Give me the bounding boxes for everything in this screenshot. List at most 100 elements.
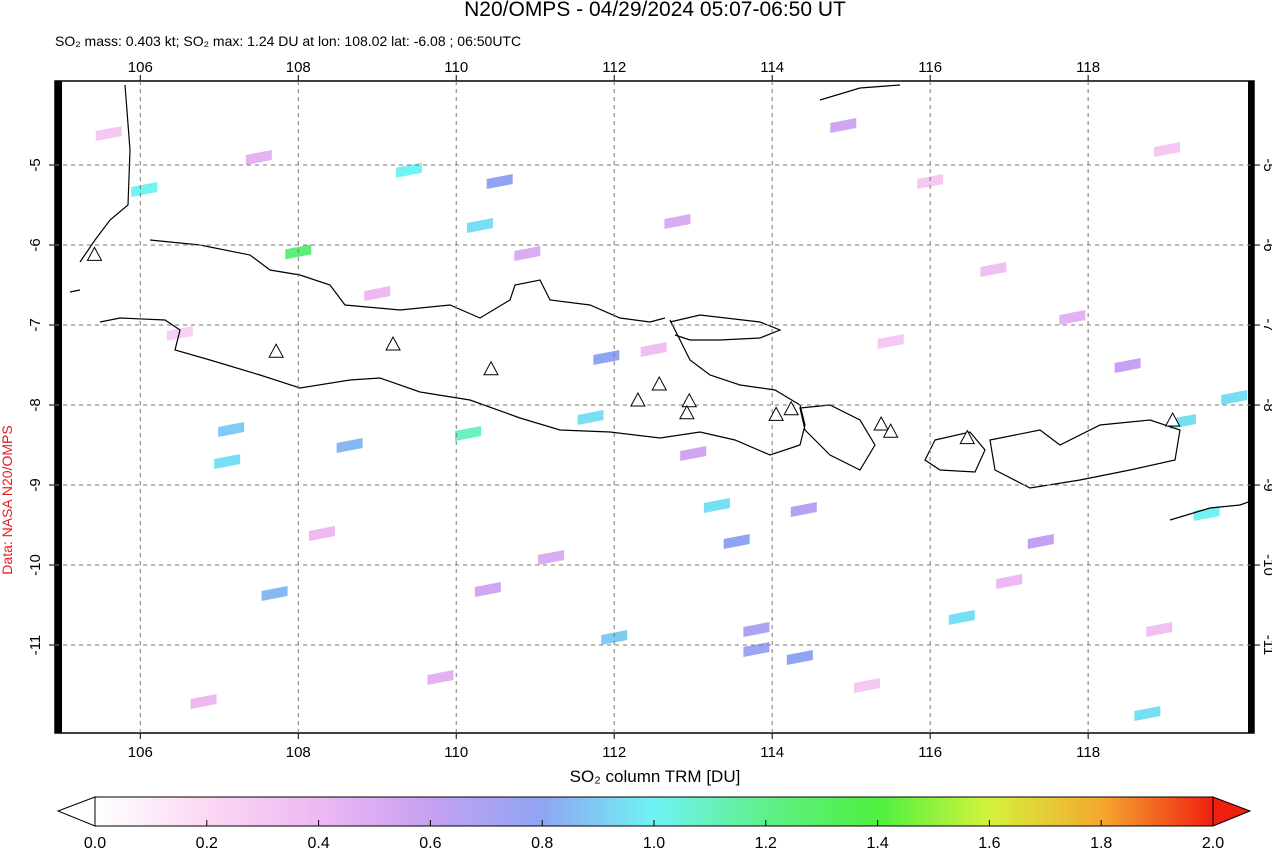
y-tick-label: -9 [1260, 478, 1272, 491]
volcano [86, 246, 103, 261]
colorbar-tick-label: 0.8 [531, 835, 553, 852]
so2-pixel [948, 610, 975, 625]
map-area [95, 118, 1248, 721]
volcano [679, 404, 695, 420]
y-tick-label: -6 [27, 238, 44, 251]
volcano [681, 392, 698, 408]
so2-pixel [1114, 358, 1141, 373]
colorbar-tick-label: 0.4 [307, 835, 329, 852]
so2-pixel [190, 694, 217, 709]
frame-bar [1248, 81, 1254, 733]
so2-pixel [95, 126, 122, 141]
so2-pixel [466, 218, 493, 233]
so2-pixel [308, 526, 335, 541]
so2-pixel [514, 246, 541, 261]
so2-pixel [877, 334, 904, 349]
so2-pixel [486, 174, 513, 189]
so2-pixel [131, 182, 158, 197]
y-tick-label: -8 [27, 398, 44, 411]
y-tick-label: -8 [1260, 398, 1272, 411]
colorbar-tick-label: 0.2 [196, 835, 218, 852]
so2-pixel [427, 670, 454, 685]
so2-pixel [980, 262, 1007, 277]
y-tick-label: -11 [1260, 635, 1272, 656]
so2-pixel [1154, 142, 1181, 157]
so2-pixel [261, 586, 288, 601]
so2-pixel [786, 650, 813, 665]
x-tick-label: 112 [602, 59, 626, 76]
x-tick-label: 114 [760, 59, 784, 76]
so2-pixel [218, 422, 245, 437]
y-tick-label: -11 [27, 635, 44, 656]
x-tick-label: 116 [918, 744, 942, 761]
frame-bar [55, 81, 62, 733]
colorbar-tick-label: 1.0 [643, 835, 665, 852]
y-tick-label: -7 [27, 318, 44, 331]
y-tick-label: -5 [27, 158, 44, 171]
x-tick-label: 118 [1076, 744, 1100, 761]
so2-pixel [1146, 622, 1173, 637]
so2-pixel [1134, 706, 1161, 721]
x-tick-label: 110 [444, 744, 468, 761]
so2-pixel [395, 162, 422, 178]
x-tick-label: 108 [286, 744, 311, 761]
so2-pixel [364, 286, 391, 301]
x-tick-label: 106 [128, 744, 153, 761]
volcano [873, 415, 890, 431]
coastline [69, 84, 1254, 521]
so2-pixel [577, 410, 604, 425]
x-tick-label: 110 [444, 59, 468, 76]
so2-pixel [214, 454, 241, 469]
volcano [783, 400, 799, 416]
credit: Data: NASA N20/OMPS [0, 425, 15, 574]
volcano [268, 343, 284, 358]
so2-pixel [830, 118, 857, 133]
so2-pixel [743, 642, 770, 657]
so2-pixel [723, 534, 750, 549]
colorbar-tick-label: 1.8 [1090, 835, 1112, 852]
volcano [768, 406, 784, 421]
so2-pixel [853, 678, 880, 693]
volcano [385, 335, 401, 351]
so2-pixel [336, 438, 363, 453]
colorbar-tick-label: 0.6 [419, 835, 441, 852]
chart-title: N20/OMPS - 04/29/2024 05:07-06:50 UT [464, 0, 846, 21]
coastlines [69, 84, 1254, 521]
y-tick-label: -10 [27, 554, 44, 576]
subtitle: SO₂ mass: 0.403 kt; SO₂ max: 1.24 DU at … [55, 33, 521, 49]
so2-pixel [680, 446, 707, 461]
x-tick-label: 116 [918, 59, 942, 76]
x-tick-label: 108 [286, 59, 311, 76]
x-tick-label: 106 [128, 59, 153, 76]
volcano [1164, 411, 1181, 427]
so2-pixel [474, 582, 501, 597]
colorbar-tick-label: 1.4 [866, 835, 888, 852]
x-tick-label: 112 [602, 744, 626, 761]
volcano [651, 375, 668, 391]
so2-pixel [743, 622, 770, 637]
so2-pixel [1221, 390, 1248, 405]
x-tick-label: 114 [760, 744, 784, 761]
y-tick-label: -7 [1260, 318, 1272, 331]
so2-pixel [790, 502, 817, 517]
colorbar-tick-label: 1.6 [978, 835, 1000, 852]
so2-pixel [245, 150, 272, 165]
y-tick-label: -10 [1260, 554, 1272, 576]
volcano [882, 423, 899, 438]
colorbar-label: SO₂ column TRM [DU] [570, 767, 741, 786]
volcano [959, 429, 976, 445]
so2-pixel [664, 214, 691, 229]
so2-pixel [996, 574, 1023, 589]
so2-pixel [1193, 506, 1220, 521]
so2-pixel [640, 342, 667, 357]
so2-pixel [1059, 310, 1086, 325]
so2-pixel [1027, 534, 1054, 549]
y-tick-label: -6 [1260, 238, 1272, 251]
volcano [630, 391, 646, 407]
colorbar-tick-label: 0.0 [84, 835, 106, 852]
colorbar-over [1212, 796, 1252, 827]
y-tick-label: -5 [1260, 158, 1272, 171]
so2-pixel [166, 326, 193, 341]
colorbar-tick-label: 1.2 [755, 835, 777, 852]
